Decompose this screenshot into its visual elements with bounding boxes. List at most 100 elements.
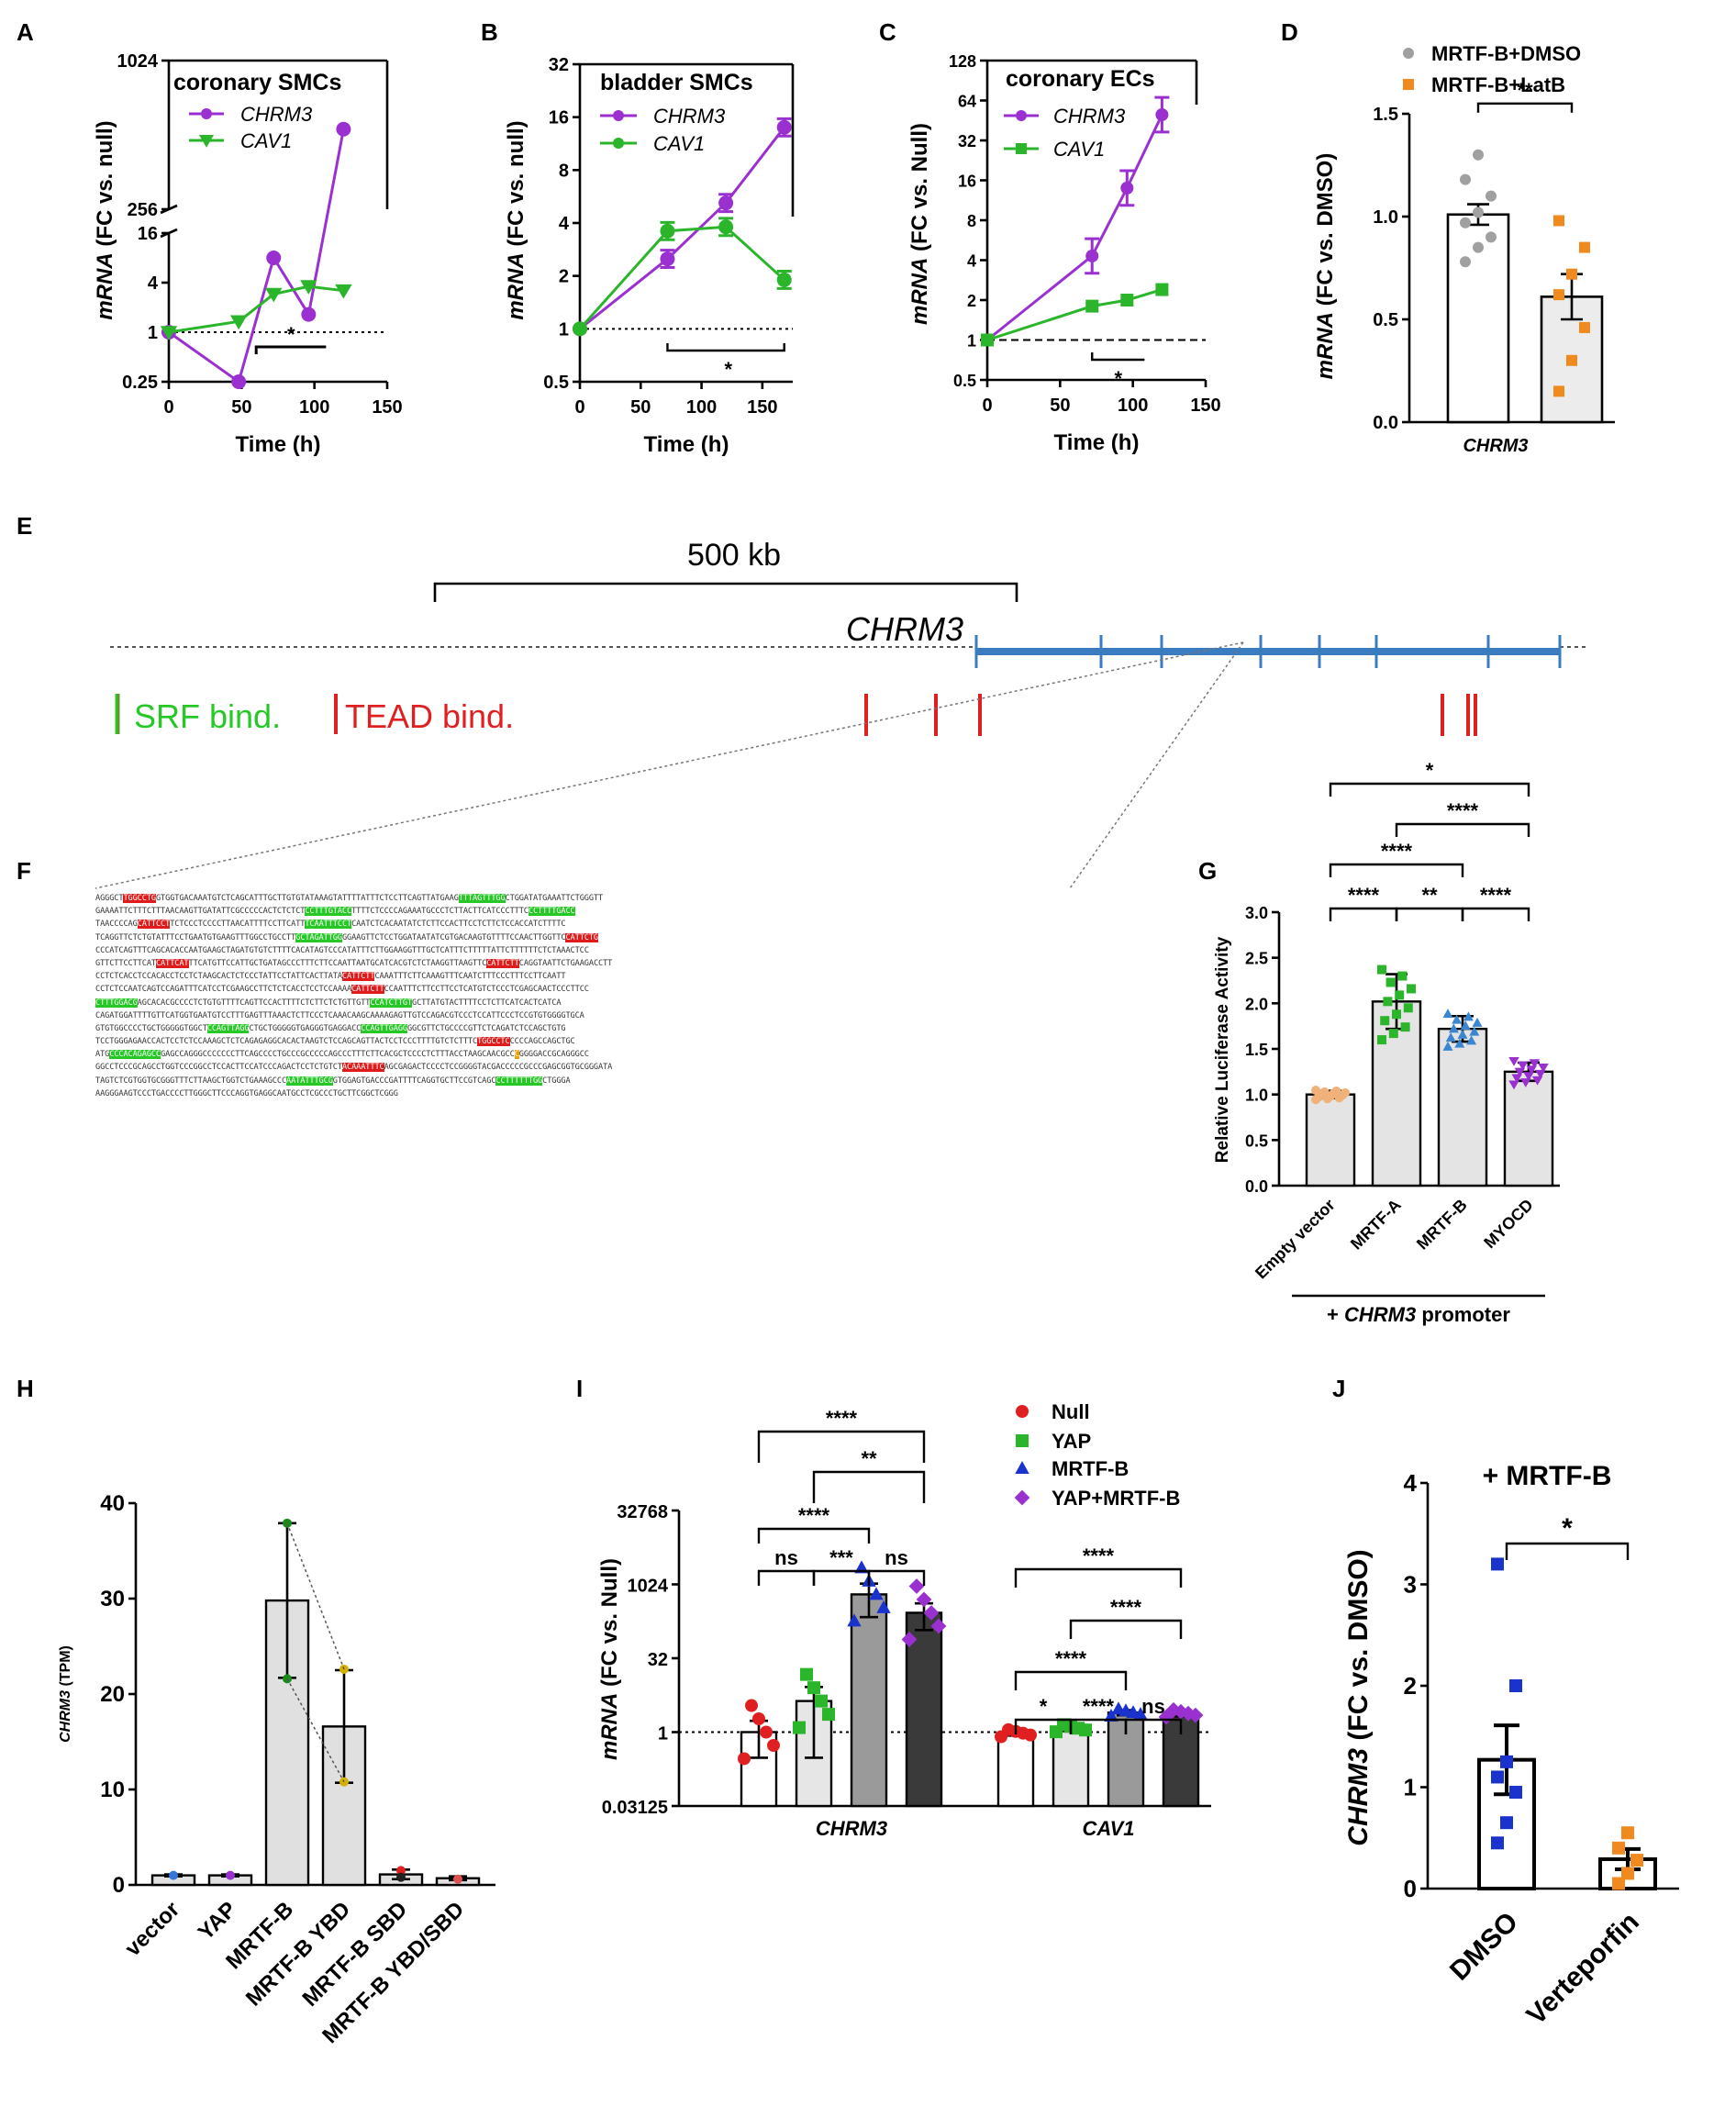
i-legend-label: YAP — [1052, 1430, 1091, 1453]
sequence-segment: CCCCAGCCAGCTGC — [509, 1037, 575, 1047]
a-legend-marker-cav1 — [198, 135, 215, 148]
srf-site: TCAATTTCCT — [305, 920, 352, 930]
sequence-line: CAGATGGATTTTGTTCATGGTGAATGTCCTTTGAGTTTAA… — [95, 1009, 1086, 1022]
panel-letter-G: G — [1198, 857, 1217, 885]
g-point — [1385, 977, 1396, 987]
c-legend-marker-cav1 — [1016, 143, 1027, 154]
j-y-label-part: CHRM3 — [1343, 1748, 1374, 1846]
i-point — [869, 1587, 884, 1600]
a-x-tick-label: 50 — [231, 397, 251, 418]
sequence-segment: GGGGACCGCAGGGCC — [518, 1050, 589, 1060]
b-series-line-chrm3 — [579, 126, 785, 330]
b-y-tick-label: 16 — [549, 108, 569, 128]
i-point — [1187, 1707, 1204, 1723]
b-y-tick-label: 2 — [559, 267, 569, 287]
a-sig-bracket — [254, 345, 327, 354]
i-point — [793, 1721, 806, 1734]
a-point-cav1 — [300, 280, 317, 295]
b-y-tick-label: 1 — [559, 319, 569, 340]
sequence-segment: TCAGGTTCTCTGTATTTCCTGAATGTGAAGTTTGGCCTGC… — [95, 932, 296, 942]
i-sig-bracket-cav1-6 — [1124, 1718, 1183, 1734]
a-point-chrm3 — [231, 374, 247, 389]
h-y-label: CHRM3 (TPM) — [58, 1645, 73, 1743]
sequence-segment: GTGGAGTGACCCGATTTTCAGGTGCTTCCGTCAGC — [332, 1076, 496, 1086]
g-point — [1466, 1035, 1477, 1045]
g-point — [1529, 1059, 1541, 1069]
a-x-tick-label: 0 — [163, 397, 173, 418]
d-point-dmso — [1486, 231, 1497, 243]
i-point — [760, 1725, 773, 1739]
e-scale-bar — [433, 582, 1018, 602]
j-x-tick-label: Verteporfin — [1521, 1907, 1645, 2031]
h-replicate-point — [396, 1866, 406, 1876]
i-point — [738, 1752, 751, 1766]
d-y-label-part: (FC vs. DMSO) — [1313, 153, 1338, 312]
g-point — [1457, 1029, 1468, 1039]
sequence-segment: GAAAATTCTTTCTTTAACAAGTTGATATTCGCCCCCACTC… — [95, 907, 306, 917]
h-replicate-point — [226, 1870, 235, 1880]
i-legend-marker — [1016, 1405, 1029, 1418]
b-point-chrm3 — [776, 119, 792, 135]
i-point — [822, 1708, 835, 1722]
sequence-segment: CCTCTCCAATCAGTCCAGATTTCATCCTCGAAGCCTTCTC… — [95, 985, 352, 995]
i-sig-bracket-cav1-3-label: **** — [1055, 1647, 1087, 1670]
a-y-tick-label: 16 — [138, 224, 158, 244]
c-point-chrm3 — [1155, 107, 1169, 121]
d-y-label-part: mRNA — [1313, 312, 1338, 379]
i-sig-bracket-chrm3-2 — [812, 1470, 926, 1503]
j-point — [1509, 1786, 1522, 1800]
d-sig-bracket — [1476, 102, 1574, 113]
g-point — [1514, 1067, 1526, 1077]
i-point — [1118, 1703, 1133, 1717]
sequence-segment: GGCGTTCTGCCCCGTTCTCAGATCTCCAGCTGTG — [406, 1023, 566, 1033]
g-y-tick-label: 0.0 — [1245, 1177, 1268, 1196]
c-x-tick-label: 100 — [1118, 396, 1148, 416]
srf-site: CCTTTTTTGG — [495, 1076, 543, 1086]
h-y-tick-label: 10 — [100, 1778, 125, 1802]
b-point-cav1 — [660, 223, 675, 239]
sequence-line: GAAAATTCTTTCTTTAACAAGTTGATATTCGCCCCCACTC… — [95, 905, 1086, 918]
b-title: bladder SMCs — [600, 70, 753, 95]
sequence-segment: TTCATGTTCCATTGCTGATAGCCCTTTCTTCCAATTAATG… — [188, 958, 487, 968]
sequence-segment: CCTCTCACCTCCACACCTCCTCTAAGCACTCTCCCTATTC… — [95, 972, 342, 982]
c-series-line-cav1 — [986, 288, 1163, 341]
tead-site: CATTCTG — [565, 932, 599, 942]
g-point — [1531, 1076, 1543, 1086]
g-point — [1395, 990, 1405, 1000]
i-y-tick-label: 32 — [648, 1650, 668, 1670]
j-sig-bracket-label: * — [1562, 1513, 1573, 1544]
g-point — [1442, 1009, 1453, 1019]
g-point — [1331, 1086, 1341, 1096]
b-y-label-part: mRNA — [504, 252, 529, 319]
j-point — [1500, 1816, 1513, 1830]
srf-site: CCTTTTGACC — [528, 907, 575, 917]
g-sig-bracket-5-label: **** — [1447, 799, 1479, 822]
a-point-cav1 — [229, 315, 248, 330]
d-point-dmso — [1473, 206, 1484, 218]
j-point — [1630, 1854, 1643, 1867]
g-y-tick-label: 3.0 — [1245, 904, 1268, 922]
i-point — [1024, 1728, 1037, 1742]
h-x-tick-label: YAP — [194, 1897, 241, 1945]
sequence-segment: GTGGTGACAAATGTCTCAGCATTTGCTTGTGTATAAAGTA… — [155, 894, 459, 903]
c-legend-chrm3: CHRM3 — [1053, 105, 1126, 128]
a-x-tick-label: 100 — [299, 397, 329, 418]
sequence-segment: GTTCTTCCTTCAT — [95, 958, 156, 968]
b-y-tick-label: 32 — [549, 55, 569, 75]
j-y-tick-label: 0 — [1404, 1875, 1417, 1902]
g-y-label: Relative Luciferase Activity — [1213, 936, 1232, 1163]
c-y-tick-label: 128 — [949, 52, 976, 71]
tead-site: CATTCAT — [155, 958, 189, 968]
h-y-label-part: CHRM3 — [58, 1690, 73, 1743]
b-y-label: mRNA (FC vs. null) — [504, 120, 529, 319]
srf-site: TTTAGTTTGG — [458, 894, 506, 903]
tead-site: TGGCCTG — [123, 894, 156, 903]
g-y-tick-label: 2.5 — [1245, 950, 1268, 968]
i-legend-label: YAP+MRTF-B — [1052, 1487, 1180, 1510]
g-point — [1538, 1063, 1549, 1073]
c-x-tick-label: 50 — [1050, 396, 1070, 416]
g-point — [1535, 1069, 1546, 1079]
c-x-label: Time (h) — [1054, 430, 1140, 455]
a-y-tick-label: 1 — [148, 323, 158, 343]
